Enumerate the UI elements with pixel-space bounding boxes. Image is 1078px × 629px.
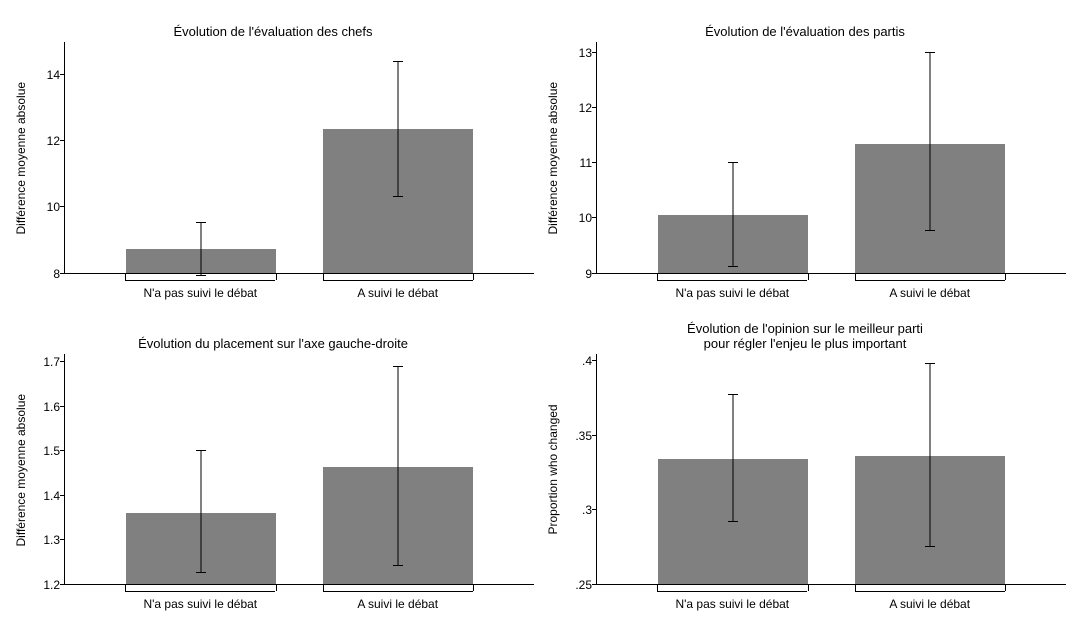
error-cap [393, 565, 403, 566]
error-bar [929, 53, 930, 231]
x-tick-label: A suivi le débat [889, 597, 970, 611]
chart-panel: Évolution du placement sur l'axe gauche-… [12, 320, 534, 622]
x-axis-wrap: N'a pas suivi le débat A suivi le débat [12, 585, 534, 621]
x-tick-connector [125, 591, 275, 592]
x-tick-connector [323, 591, 473, 592]
y-tick-label: 13 [579, 46, 592, 60]
x-tick-label: N'a pas suivi le débat [675, 286, 789, 300]
y-axis-label: Proportion who changed [544, 354, 562, 586]
error-bar [201, 223, 202, 276]
error-cap [925, 230, 935, 231]
x-tick-connector [657, 280, 807, 281]
y-tick-label: 12 [47, 134, 60, 148]
plot-area [596, 354, 1066, 586]
plot-row: Différence moyenne absolue8101214 [12, 42, 534, 274]
y-axis: .25.3.35.4 [562, 354, 596, 586]
x-tick-mark [808, 585, 809, 591]
plot-row: Différence moyenne absolue910111213 [544, 42, 1066, 274]
plot-area [64, 354, 534, 586]
y-tick-label: 1.3 [43, 533, 60, 547]
y-axis-label: Différence moyenne absolue [12, 42, 30, 274]
y-tick-label: 9 [585, 267, 592, 281]
x-tick-mark [276, 585, 277, 591]
x-tick-connector [125, 280, 275, 281]
x-tick-mark [473, 585, 474, 591]
y-axis: 8101214 [30, 42, 64, 274]
x-tick-label: A suivi le débat [889, 286, 970, 300]
error-bar [201, 451, 202, 573]
error-cap [728, 394, 738, 395]
x-tick-label: A suivi le débat [357, 597, 438, 611]
y-tick-label: 8 [53, 267, 60, 281]
x-axis-wrap: N'a pas suivi le débat A suivi le débat [544, 585, 1066, 621]
error-bar [733, 395, 734, 521]
y-tick-label: 1.4 [43, 489, 60, 503]
error-cap [925, 52, 935, 53]
x-tick-mark [1005, 585, 1006, 591]
x-tick-connector [323, 280, 473, 281]
error-cap [728, 162, 738, 163]
x-tick-label: N'a pas suivi le débat [143, 597, 257, 611]
error-bar [397, 62, 398, 197]
x-tick-label: A suivi le débat [357, 286, 438, 300]
y-tick-label: 1.5 [43, 444, 60, 458]
x-tick-mark [808, 274, 809, 280]
x-tick-connector [657, 591, 807, 592]
y-tick-label: 1.2 [43, 578, 60, 592]
error-cap [196, 222, 206, 223]
y-tick-label: 14 [47, 68, 60, 82]
y-tick-label: 10 [579, 211, 592, 225]
y-tick-label: .4 [582, 354, 592, 368]
chart-title: Évolution de l'évaluation des chefs [12, 8, 534, 42]
x-axis: N'a pas suivi le débat A suivi le débat [64, 585, 534, 621]
error-cap [925, 363, 935, 364]
error-bar [929, 364, 930, 547]
y-tick-label: .3 [582, 503, 592, 517]
x-tick-label: N'a pas suivi le débat [675, 597, 789, 611]
plot-row: Proportion who changed.25.3.35.4 [544, 354, 1066, 586]
x-axis: N'a pas suivi le débat A suivi le débat [596, 585, 1066, 621]
error-cap [393, 196, 403, 197]
x-tick-label: N'a pas suivi le débat [143, 286, 257, 300]
x-tick-mark [1005, 274, 1006, 280]
chart-grid: Évolution de l'évaluation des chefsDiffé… [0, 0, 1078, 629]
x-tick-connector [855, 591, 1005, 592]
x-tick-mark [276, 274, 277, 280]
y-tick-label: .35 [575, 429, 592, 443]
y-tick-label: 1.7 [43, 355, 60, 369]
x-tick-connector [855, 280, 1005, 281]
plot-area [64, 42, 534, 274]
y-axis-label: Différence moyenne absolue [12, 354, 30, 586]
chart-panel: Évolution de l'évaluation des partisDiff… [544, 8, 1066, 310]
plot-area [596, 42, 1066, 274]
error-bar [733, 163, 734, 267]
chart-title: Évolution du placement sur l'axe gauche-… [12, 320, 534, 354]
chart-title: Évolution de l'évaluation des partis [544, 8, 1066, 42]
x-axis: N'a pas suivi le débat A suivi le débat [64, 274, 534, 310]
plot-row: Différence moyenne absolue1.21.31.41.51.… [12, 354, 534, 586]
error-cap [196, 450, 206, 451]
y-axis-label: Différence moyenne absolue [544, 42, 562, 274]
y-tick-label: .25 [575, 578, 592, 592]
error-cap [196, 572, 206, 573]
error-cap [728, 521, 738, 522]
chart-panel: Évolution de l'opinion sur le meilleur p… [544, 320, 1066, 622]
chart-title: Évolution de l'opinion sur le meilleur p… [544, 320, 1066, 354]
y-axis: 910111213 [562, 42, 596, 274]
x-axis: N'a pas suivi le débat A suivi le débat [596, 274, 1066, 310]
error-cap [393, 366, 403, 367]
y-tick-label: 11 [580, 156, 592, 170]
x-axis-wrap: N'a pas suivi le débat A suivi le débat [544, 274, 1066, 310]
error-bar [397, 367, 398, 566]
x-axis-wrap: N'a pas suivi le débat A suivi le débat [12, 274, 534, 310]
chart-panel: Évolution de l'évaluation des chefsDiffé… [12, 8, 534, 310]
y-tick-label: 10 [47, 200, 60, 214]
error-cap [393, 61, 403, 62]
y-tick-label: 12 [579, 101, 592, 115]
y-tick-label: 1.6 [43, 400, 60, 414]
y-axis: 1.21.31.41.51.61.7 [30, 354, 64, 586]
error-cap [925, 546, 935, 547]
x-tick-mark [473, 274, 474, 280]
error-cap [728, 266, 738, 267]
